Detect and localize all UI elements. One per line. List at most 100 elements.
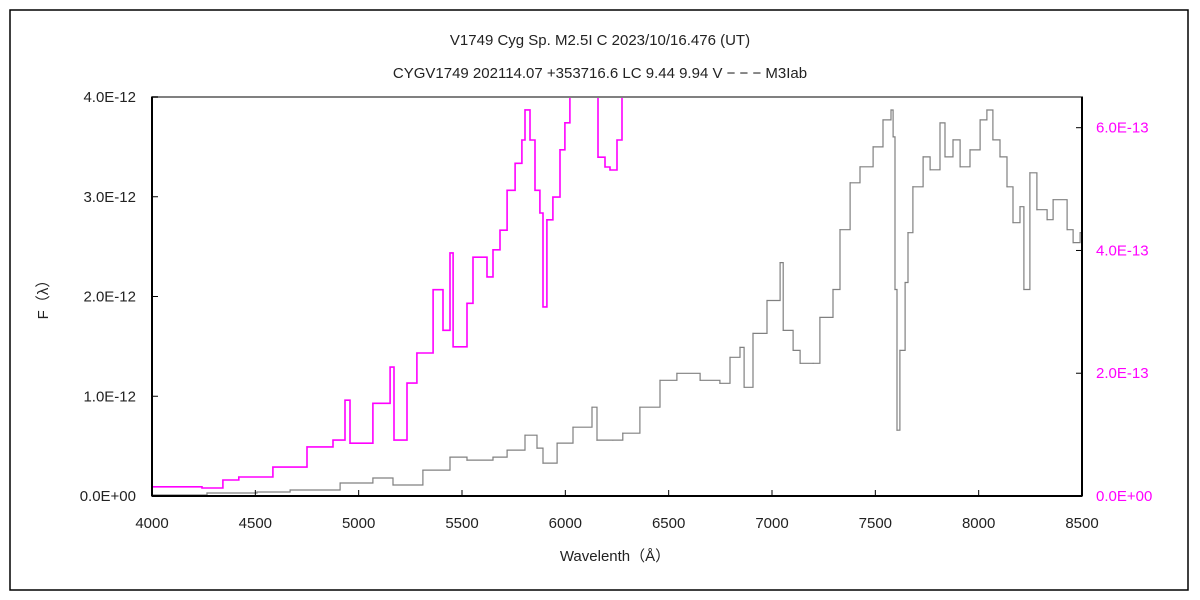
data-point [907, 232, 909, 234]
y-left-tick-label: 0.0E+00 [80, 488, 136, 505]
data-point [486, 276, 488, 278]
data-point [432, 289, 434, 291]
x-tick-label: 6500 [652, 515, 685, 532]
data-point [372, 402, 374, 404]
data-point [1072, 242, 1074, 244]
data-point [534, 189, 536, 191]
data-point [492, 249, 494, 251]
data-point [422, 469, 424, 471]
data-point [521, 139, 523, 141]
data-point [899, 349, 901, 351]
y-left-tick-label: 3.0E-12 [83, 189, 136, 206]
data-point [416, 352, 418, 354]
data-point [892, 136, 894, 138]
data-point [719, 382, 721, 384]
y-right-tick-label: 2.0E-13 [1096, 365, 1149, 382]
data-point [659, 379, 661, 381]
data-point [442, 329, 444, 331]
data-point [609, 169, 611, 171]
data-point [959, 166, 961, 168]
data-point [743, 386, 745, 388]
chart-subtitle: CYGV1749 202114.07 +353716.6 LC 9.44 9.9… [393, 65, 807, 82]
data-point [406, 382, 408, 384]
data-point [992, 139, 994, 141]
x-tick-label: 8500 [1065, 515, 1098, 532]
data-point [1079, 232, 1081, 234]
data-point [604, 166, 606, 168]
data-point [206, 492, 208, 494]
data-point [272, 466, 274, 468]
data-point [752, 332, 754, 335]
data-point [392, 484, 394, 486]
data-point [449, 252, 451, 254]
data-point [449, 456, 451, 458]
y-right-tick-label: 0.0E+00 [1096, 488, 1152, 505]
data-point [556, 442, 558, 444]
data-point [1046, 219, 1048, 221]
magenta-spectrum-line [152, 97, 623, 489]
data-point [986, 109, 988, 111]
data-point [529, 139, 531, 141]
data-point [591, 406, 593, 408]
data-point [466, 459, 468, 461]
data-point [372, 477, 374, 479]
data-point [201, 487, 203, 489]
series-layer [152, 97, 1082, 496]
data-point [894, 288, 896, 291]
data-point [472, 256, 474, 258]
y-left-tick-label: 2.0E-12 [83, 289, 136, 306]
x-tick-label: 4500 [239, 515, 272, 532]
data-point [539, 212, 541, 214]
data-point [952, 139, 954, 141]
data-point [552, 196, 554, 198]
data-point [739, 346, 741, 348]
data-point [499, 229, 501, 231]
data-point [524, 109, 526, 111]
data-point [622, 432, 624, 434]
data-point [729, 356, 731, 358]
data-point [492, 456, 494, 458]
data-point [639, 406, 641, 408]
data-point [882, 119, 884, 121]
data-point [792, 349, 794, 351]
data-point [904, 281, 906, 284]
x-axis-label: Wavelenth（Å） [560, 548, 670, 565]
data-point [514, 162, 516, 164]
data-point [929, 169, 931, 171]
data-point [559, 149, 561, 151]
data-point [506, 189, 508, 191]
data-point [812, 362, 814, 364]
data-point [256, 491, 258, 493]
data-point [944, 156, 946, 158]
data-point [922, 156, 924, 158]
data-point [393, 439, 395, 441]
data-point [536, 447, 538, 449]
data-point [452, 346, 454, 348]
x-tick-label: 5500 [445, 515, 478, 532]
data-point [349, 442, 351, 444]
data-point [612, 439, 614, 441]
data-point [597, 156, 599, 158]
data-point [344, 399, 346, 401]
data-point [912, 186, 914, 188]
chart-frame [9, 9, 1189, 591]
data-point [542, 306, 544, 308]
chart-title: V1749 Cyg Sp. M2.5I C 2023/10/16.476 (UT… [450, 32, 750, 49]
data-point [979, 119, 981, 121]
x-tick-label: 7500 [859, 515, 892, 532]
data-point [542, 462, 544, 464]
data-point [222, 479, 224, 481]
data-point [890, 109, 892, 111]
data-point [1006, 186, 1008, 188]
x-tick-label: 6000 [549, 515, 582, 532]
data-point [939, 122, 941, 124]
y-right-tick-label: 6.0E-13 [1096, 120, 1149, 137]
data-point [1012, 222, 1014, 224]
y-left-tick-label: 4.0E-12 [83, 89, 136, 106]
data-point [1036, 209, 1038, 211]
data-point [339, 482, 341, 484]
data-point [564, 122, 566, 124]
data-point [839, 229, 841, 231]
data-point [289, 489, 291, 491]
